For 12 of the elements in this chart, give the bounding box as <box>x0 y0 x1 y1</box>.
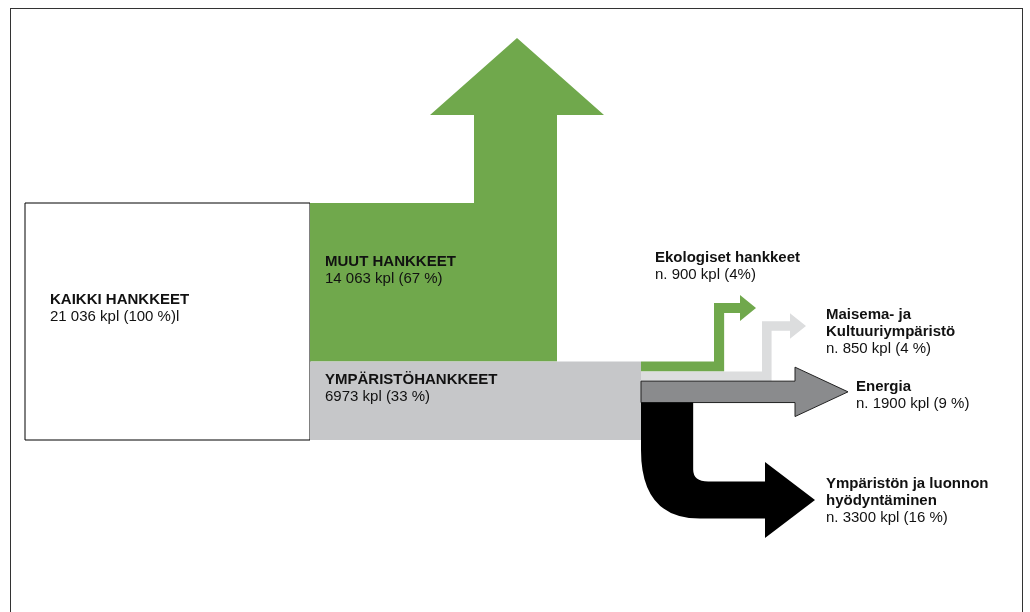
data-label: n. 1900 kpl (9 %) <box>856 394 970 412</box>
data-label: 14 063 kpl (67 %) <box>325 269 443 287</box>
category-label: Ekologiset hankkeet <box>655 248 801 266</box>
data-label: n. 850 kpl (4 %) <box>826 339 932 357</box>
category-label: Energia <box>856 377 912 395</box>
category-label: KAIKKI HANKKEET <box>50 290 190 308</box>
data-label: n. 3300 kpl (16 %) <box>826 508 948 526</box>
data-label: 21 036 kpl (100 %)l <box>50 307 180 325</box>
category-label: MUUT HANKKEET <box>325 252 456 270</box>
category-label: YMPÄRISTÖHANKKEET <box>325 370 498 388</box>
data-label: 6973 kpl (33 %) <box>325 387 431 405</box>
data-label: n. 900 kpl (4%) <box>655 265 756 283</box>
